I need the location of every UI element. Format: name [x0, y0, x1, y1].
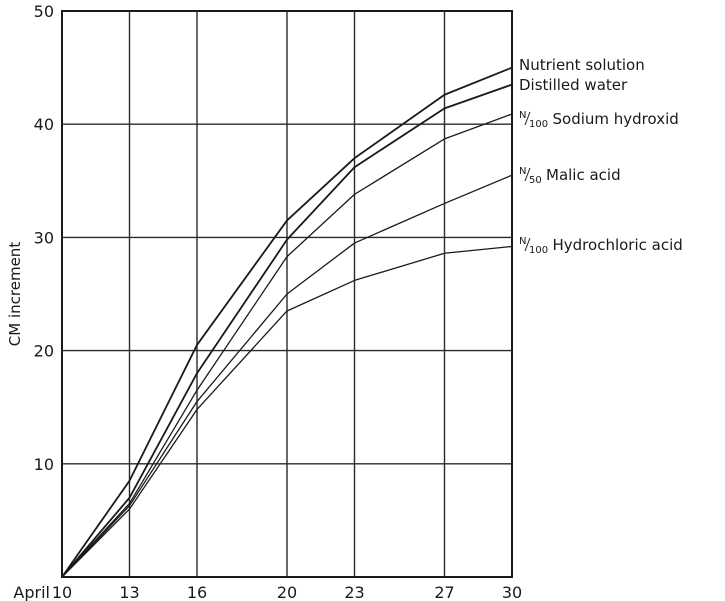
series-lines — [61, 66, 513, 578]
x-tick-prefix: April — [13, 583, 50, 601]
x-axis-ticks: April 10 13 16 20 23 27 30 — [13, 583, 522, 601]
legend-label: Hydrochloric acid — [553, 236, 683, 254]
x-tick-label: 30 — [502, 583, 522, 601]
y-axis-label: CM increment — [6, 242, 24, 347]
y-tick-label: 40 — [34, 115, 54, 134]
x-tick-label: 20 — [277, 583, 297, 601]
legend-prefix-numerator: N — [519, 236, 526, 247]
y-tick-label: 30 — [34, 228, 54, 247]
legend-prefix-denominator: 100 — [529, 119, 548, 130]
x-tick-label: 23 — [344, 583, 364, 601]
series-line — [61, 83, 513, 578]
plot-border — [61, 10, 513, 578]
series-line — [61, 174, 513, 578]
x-tick-label: 13 — [119, 583, 139, 601]
legend-prefix-denominator: 50 — [529, 175, 542, 186]
legend-fraction-slash — [524, 167, 531, 182]
legend-label: Nutrient solution — [519, 56, 645, 74]
legend-fraction-slash — [524, 237, 531, 252]
legend-prefix-numerator: N — [519, 110, 526, 121]
legend-label: Distilled water — [519, 76, 628, 94]
y-axis-ticks: 10 20 30 40 50 — [34, 2, 54, 474]
series-line — [61, 113, 513, 578]
y-tick-label: 20 — [34, 342, 54, 361]
series-line — [61, 245, 513, 578]
x-tick-label: 10 — [52, 583, 72, 601]
plot-frame — [61, 10, 513, 578]
legend-label: Malic acid — [546, 166, 621, 184]
y-tick-label: 10 — [34, 455, 54, 474]
legend-label: Sodium hydroxid — [553, 110, 679, 128]
series-line — [61, 66, 513, 578]
legend-fraction-slash — [524, 111, 531, 126]
x-tick-label: 16 — [187, 583, 207, 601]
y-tick-label: 50 — [34, 2, 54, 21]
legend-prefix-numerator: N — [519, 166, 526, 177]
legend-prefix-denominator: 100 — [529, 245, 548, 256]
x-tick-label: 27 — [434, 583, 454, 601]
legend-item: N50 Malic acid — [519, 166, 621, 186]
